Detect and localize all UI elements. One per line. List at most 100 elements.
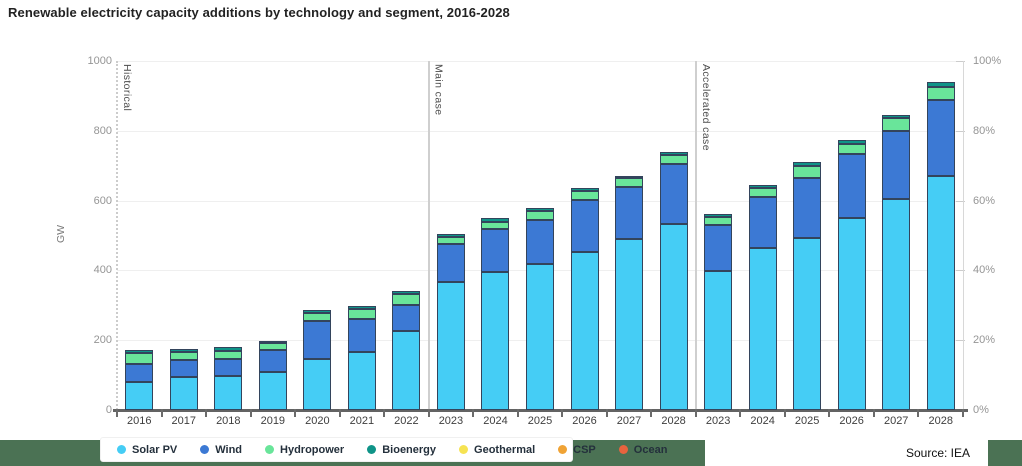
bar-segment-bioenergy[interactable] bbox=[793, 162, 822, 167]
legend-item-bioenergy[interactable]: Bioenergy bbox=[367, 444, 436, 456]
bar-segment-bioenergy[interactable] bbox=[837, 140, 866, 145]
bar-segment-solar-pv[interactable] bbox=[258, 371, 287, 410]
bar-segment-hydropower[interactable] bbox=[659, 154, 688, 164]
bar-segment-wind[interactable] bbox=[882, 130, 911, 199]
bar-segment-hydropower[interactable] bbox=[615, 178, 644, 187]
bar-segment-bioenergy[interactable] bbox=[125, 349, 154, 354]
bar-segment-solar-pv[interactable] bbox=[926, 176, 955, 410]
bar-segment-wind[interactable] bbox=[258, 349, 287, 372]
x-axis-label-accelerated-case-2028: 2028 bbox=[928, 415, 953, 427]
bar-segment-bioenergy[interactable] bbox=[481, 217, 510, 222]
bar-segment-bioenergy[interactable] bbox=[392, 290, 421, 295]
y-axis-tick-400: 400 bbox=[93, 264, 112, 277]
bar-segment-solar-pv[interactable] bbox=[347, 352, 376, 410]
bar-segment-hydropower[interactable] bbox=[125, 353, 154, 364]
bar-segment-bioenergy[interactable] bbox=[214, 347, 243, 351]
bar-segment-solar-pv[interactable] bbox=[169, 377, 198, 410]
legend-dot-bioenergy bbox=[367, 445, 377, 454]
bar-segment-wind[interactable] bbox=[125, 363, 154, 383]
legend-item-csp[interactable]: CSP bbox=[558, 444, 596, 456]
x-axis-tick bbox=[962, 409, 964, 417]
bar-segment-bioenergy[interactable] bbox=[169, 349, 198, 353]
bar-segment-hydropower[interactable] bbox=[303, 313, 332, 321]
bar-segment-wind[interactable] bbox=[392, 304, 421, 332]
bar-segment-hydropower[interactable] bbox=[347, 308, 376, 319]
bar-segment-wind[interactable] bbox=[303, 321, 332, 360]
bar-segment-hydropower[interactable] bbox=[214, 350, 243, 360]
bar-segment-hydropower[interactable] bbox=[570, 190, 599, 201]
bar-segment-hydropower[interactable] bbox=[748, 188, 777, 198]
x-axis-label-main-case-2027: 2027 bbox=[616, 415, 642, 427]
bar-segment-bioenergy[interactable] bbox=[659, 152, 688, 155]
bar-segment-solar-pv[interactable] bbox=[882, 198, 911, 410]
bar-segment-hydropower[interactable] bbox=[481, 221, 510, 230]
bar-segment-bioenergy[interactable] bbox=[704, 214, 733, 218]
bar-segment-wind[interactable] bbox=[481, 229, 510, 273]
bar-segment-solar-pv[interactable] bbox=[748, 247, 777, 410]
bar-segment-wind[interactable] bbox=[659, 163, 688, 225]
bar-segment-bioenergy[interactable] bbox=[748, 184, 777, 189]
legend-dot-solar-pv bbox=[117, 445, 126, 454]
bar-segment-bioenergy[interactable] bbox=[615, 175, 644, 179]
bar-segment-bioenergy[interactable] bbox=[882, 115, 911, 119]
x-axis-label-historical-2021: 2021 bbox=[349, 415, 375, 427]
legend-label-hydropower: Hydropower bbox=[280, 443, 345, 456]
bar-segment-hydropower[interactable] bbox=[526, 210, 554, 220]
x-axis-label-main-case-2028: 2028 bbox=[661, 415, 686, 427]
bar-segment-solar-pv[interactable] bbox=[392, 331, 421, 410]
x-axis-baseline bbox=[113, 409, 968, 412]
bar-segment-solar-pv[interactable] bbox=[303, 359, 332, 410]
bar-segment-solar-pv[interactable] bbox=[570, 251, 599, 410]
bar-segment-wind[interactable] bbox=[793, 178, 822, 238]
bar-segment-solar-pv[interactable] bbox=[125, 382, 154, 410]
bar-segment-wind[interactable] bbox=[436, 243, 465, 282]
bar-segment-bioenergy[interactable] bbox=[926, 82, 955, 87]
bar-segment-hydropower[interactable] bbox=[436, 237, 465, 244]
bar-segment-bioenergy[interactable] bbox=[436, 233, 465, 238]
bar-segment-wind[interactable] bbox=[526, 219, 554, 265]
legend-item-solar-pv[interactable]: Solar PV bbox=[117, 444, 177, 456]
bar-segment-bioenergy[interactable] bbox=[526, 207, 554, 211]
bar-segment-bioenergy[interactable] bbox=[570, 188, 599, 191]
bar-segment-solar-pv[interactable] bbox=[704, 271, 733, 410]
bar-segment-wind[interactable] bbox=[615, 186, 644, 239]
bar-segment-hydropower[interactable] bbox=[704, 217, 733, 226]
bar-segment-bioenergy[interactable] bbox=[258, 340, 287, 344]
bar-segment-wind[interactable] bbox=[837, 153, 866, 218]
bar-segment-solar-pv[interactable] bbox=[436, 281, 465, 410]
x-axis-label-historical-2018: 2018 bbox=[216, 415, 241, 427]
bar-segment-wind[interactable] bbox=[704, 225, 733, 272]
bar-segment-wind[interactable] bbox=[570, 200, 599, 252]
bar-segment-wind[interactable] bbox=[347, 318, 376, 353]
bar-segment-wind[interactable] bbox=[169, 359, 198, 378]
bar-segment-bioenergy[interactable] bbox=[303, 309, 332, 314]
legend-item-geothermal[interactable]: Geothermal bbox=[459, 444, 535, 456]
y2-axis-tick-40-: 40% bbox=[973, 264, 996, 277]
legend-item-wind[interactable]: Wind bbox=[200, 444, 242, 456]
bar-segment-wind[interactable] bbox=[214, 359, 243, 377]
bar-segment-wind[interactable] bbox=[748, 197, 777, 248]
bar-segment-hydropower[interactable] bbox=[837, 144, 866, 154]
bar-segment-solar-pv[interactable] bbox=[659, 224, 688, 410]
bar-segment-solar-pv[interactable] bbox=[214, 376, 243, 410]
gridline-600 bbox=[117, 200, 963, 202]
bar-segment-hydropower[interactable] bbox=[392, 294, 421, 305]
bar-segment-hydropower[interactable] bbox=[169, 352, 198, 360]
bar-segment-solar-pv[interactable] bbox=[615, 238, 644, 410]
x-axis-tick bbox=[427, 409, 430, 417]
bar-segment-solar-pv[interactable] bbox=[526, 264, 554, 410]
bar-segment-solar-pv[interactable] bbox=[481, 272, 510, 410]
legend-item-hydropower[interactable]: Hydropower bbox=[265, 444, 344, 456]
bar-segment-hydropower[interactable] bbox=[793, 166, 822, 179]
x-axis-tick bbox=[383, 409, 386, 417]
bar-segment-solar-pv[interactable] bbox=[793, 237, 822, 410]
legend-item-ocean[interactable]: Ocean bbox=[618, 444, 667, 456]
bar-segment-wind[interactable] bbox=[926, 99, 955, 177]
bar-segment-hydropower[interactable] bbox=[258, 343, 287, 350]
legend-dot-ocean bbox=[618, 445, 628, 454]
bar-segment-solar-pv[interactable] bbox=[837, 217, 866, 410]
bar-segment-hydropower[interactable] bbox=[926, 86, 955, 100]
bar-segment-bioenergy[interactable] bbox=[347, 305, 376, 309]
bar-segment-hydropower[interactable] bbox=[882, 118, 911, 131]
